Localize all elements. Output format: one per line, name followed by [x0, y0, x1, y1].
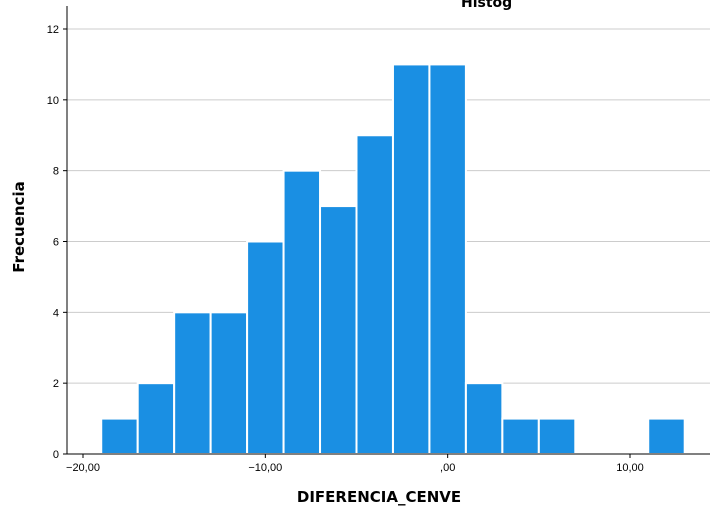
y-axis-ticks: 0 2 4 6 8 10 12 — [47, 24, 67, 461]
y-tick-label: 8 — [53, 166, 59, 178]
chart-title-fragment: Histog — [461, 0, 512, 11]
x-axis-ticks: −20,00 −10,00 ,00 10,00 — [66, 454, 644, 474]
x-tick-label: 10,00 — [616, 462, 644, 474]
y-tick-label: 0 — [53, 449, 59, 461]
bars — [101, 64, 684, 454]
histogram-bar-3 — [211, 312, 247, 454]
y-tick-label: 12 — [47, 24, 59, 36]
x-tick-label: ,00 — [440, 462, 455, 474]
histogram-bar-6 — [320, 206, 356, 454]
y-tick-label: 6 — [53, 237, 59, 249]
histogram-bar-9 — [429, 64, 465, 454]
histogram-bar-10 — [466, 383, 502, 454]
histogram-bar-4 — [247, 242, 283, 455]
histogram-bar-5 — [284, 171, 320, 454]
histogram-bar-2 — [174, 312, 210, 454]
y-axis-title: Frecuencia — [10, 181, 28, 272]
x-tick-label: −10,00 — [248, 462, 282, 474]
histogram-bar-7 — [357, 135, 393, 454]
x-axis-title: DIFERENCIA_CENVE — [297, 488, 461, 506]
y-tick-label: 10 — [47, 95, 59, 107]
histogram-bar-1 — [138, 383, 174, 454]
histogram-bar-12 — [539, 419, 575, 454]
x-tick-label: −20,00 — [66, 462, 100, 474]
histogram-bar-11 — [502, 419, 538, 454]
y-tick-label: 4 — [53, 307, 59, 319]
histogram-bar-0 — [101, 419, 137, 454]
histogram-bar-15 — [648, 419, 684, 454]
histogram-bar-8 — [393, 64, 429, 454]
y-tick-label: 2 — [53, 378, 59, 390]
